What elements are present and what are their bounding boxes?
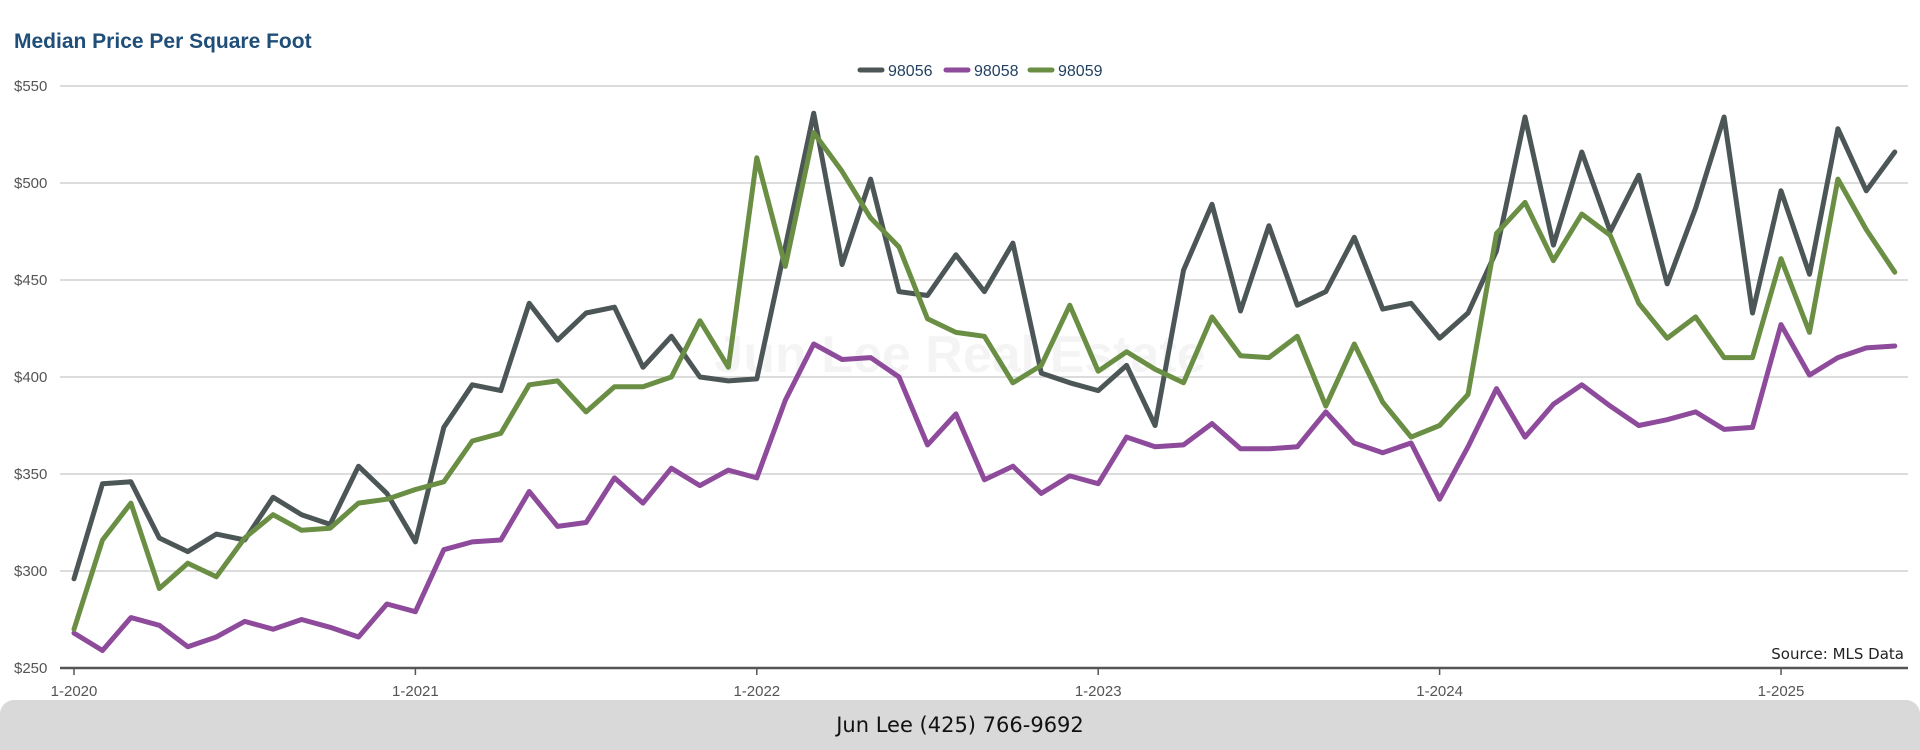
- y-tick-label: $250: [14, 660, 47, 677]
- source-label: Source: MLS Data: [1771, 645, 1904, 663]
- x-tick-label: 1-2025: [1758, 683, 1805, 700]
- line-chart: Jun Lee Real Estate $250$300$350$400$450…: [14, 63, 1908, 700]
- x-tick-label: 1-2021: [392, 683, 439, 700]
- y-tick-label: $400: [14, 369, 47, 386]
- series-lines: [71, 110, 1898, 653]
- chart-title: Median Price Per Square Foot: [14, 30, 312, 53]
- y-tick-label: $350: [14, 466, 47, 483]
- legend: 98056 98058 98059: [857, 63, 1103, 80]
- y-tick-label: $300: [14, 563, 47, 580]
- legend-label-98059: 98059: [1058, 63, 1103, 80]
- x-tick-label: 1-2023: [1075, 683, 1122, 700]
- footer-bar: Jun Lee (425) 766-9692: [0, 700, 1920, 750]
- legend-label-98056: 98056: [888, 63, 933, 80]
- series-line-98056: [71, 110, 1898, 582]
- series-line-98058: [71, 322, 1898, 653]
- y-tick-label: $550: [14, 78, 47, 95]
- x-tick-label: 1-2020: [51, 683, 98, 700]
- x-axis: 1-2020 1-2021 1-2022 1-2023 1-2024 1-2025: [51, 666, 1908, 700]
- y-gridlines: $250 $300 $350 $400 $450 $500 $550: [14, 78, 1908, 677]
- x-tick-label: 1-2022: [733, 683, 780, 700]
- y-tick-label: $450: [14, 272, 47, 289]
- y-tick-label: $500: [14, 175, 47, 192]
- x-tick-label: 1-2024: [1416, 683, 1463, 700]
- footer-contact: Jun Lee (425) 766-9692: [836, 713, 1084, 737]
- series-line-98059: [71, 130, 1898, 632]
- legend-label-98058: 98058: [974, 63, 1019, 80]
